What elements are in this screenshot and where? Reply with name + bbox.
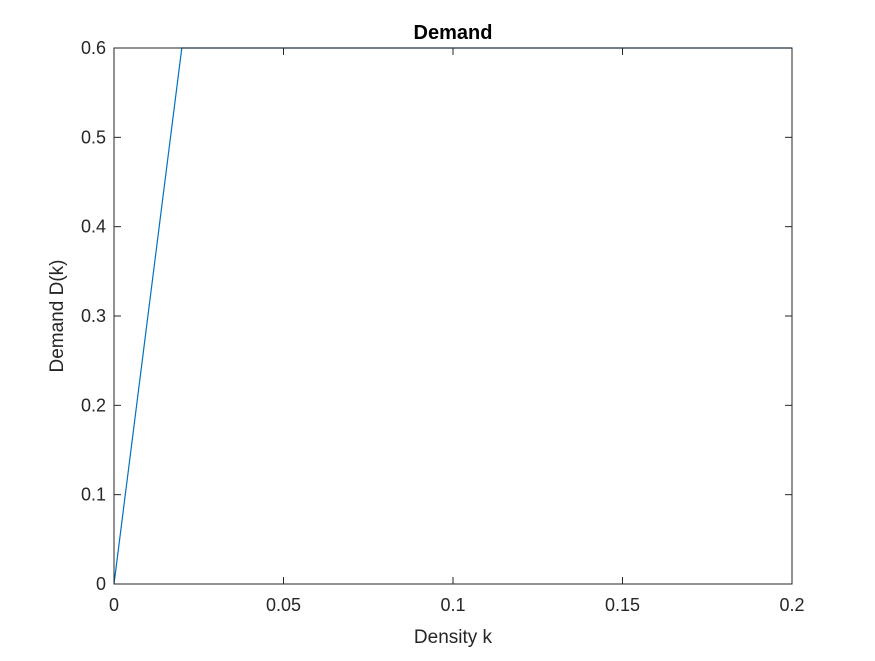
- series-line: [113, 47, 792, 585]
- y-tick-label: 0: [96, 574, 106, 594]
- x-axis-label: Density k: [414, 627, 493, 648]
- plot-series: [113, 47, 792, 585]
- x-tick-label: 0: [109, 595, 119, 615]
- y-tick-label: 0.3: [81, 306, 106, 326]
- y-axis-label: Demand D(k): [47, 260, 68, 373]
- y-tick-label: 0.2: [81, 395, 106, 415]
- ticks: [113, 47, 793, 585]
- y-tick-label: 0.1: [81, 485, 106, 505]
- y-tick-label: 0.6: [81, 38, 106, 58]
- x-tick-label: 0.05: [266, 595, 301, 615]
- x-tick-label: 0.1: [440, 595, 465, 615]
- x-tick-label: 0.2: [779, 595, 804, 615]
- y-tick-label: 0.5: [81, 127, 106, 147]
- tick-labels: 0 0.05 0.1 0.15 0.2 0 0.1 0.2 0.3 0.4 0.5 0.6: [81, 38, 805, 615]
- y-tick-label: 0.4: [81, 217, 106, 237]
- x-tick-label: 0.15: [605, 595, 640, 615]
- chart-title: Demand: [414, 22, 493, 44]
- axes-box: [113, 47, 793, 585]
